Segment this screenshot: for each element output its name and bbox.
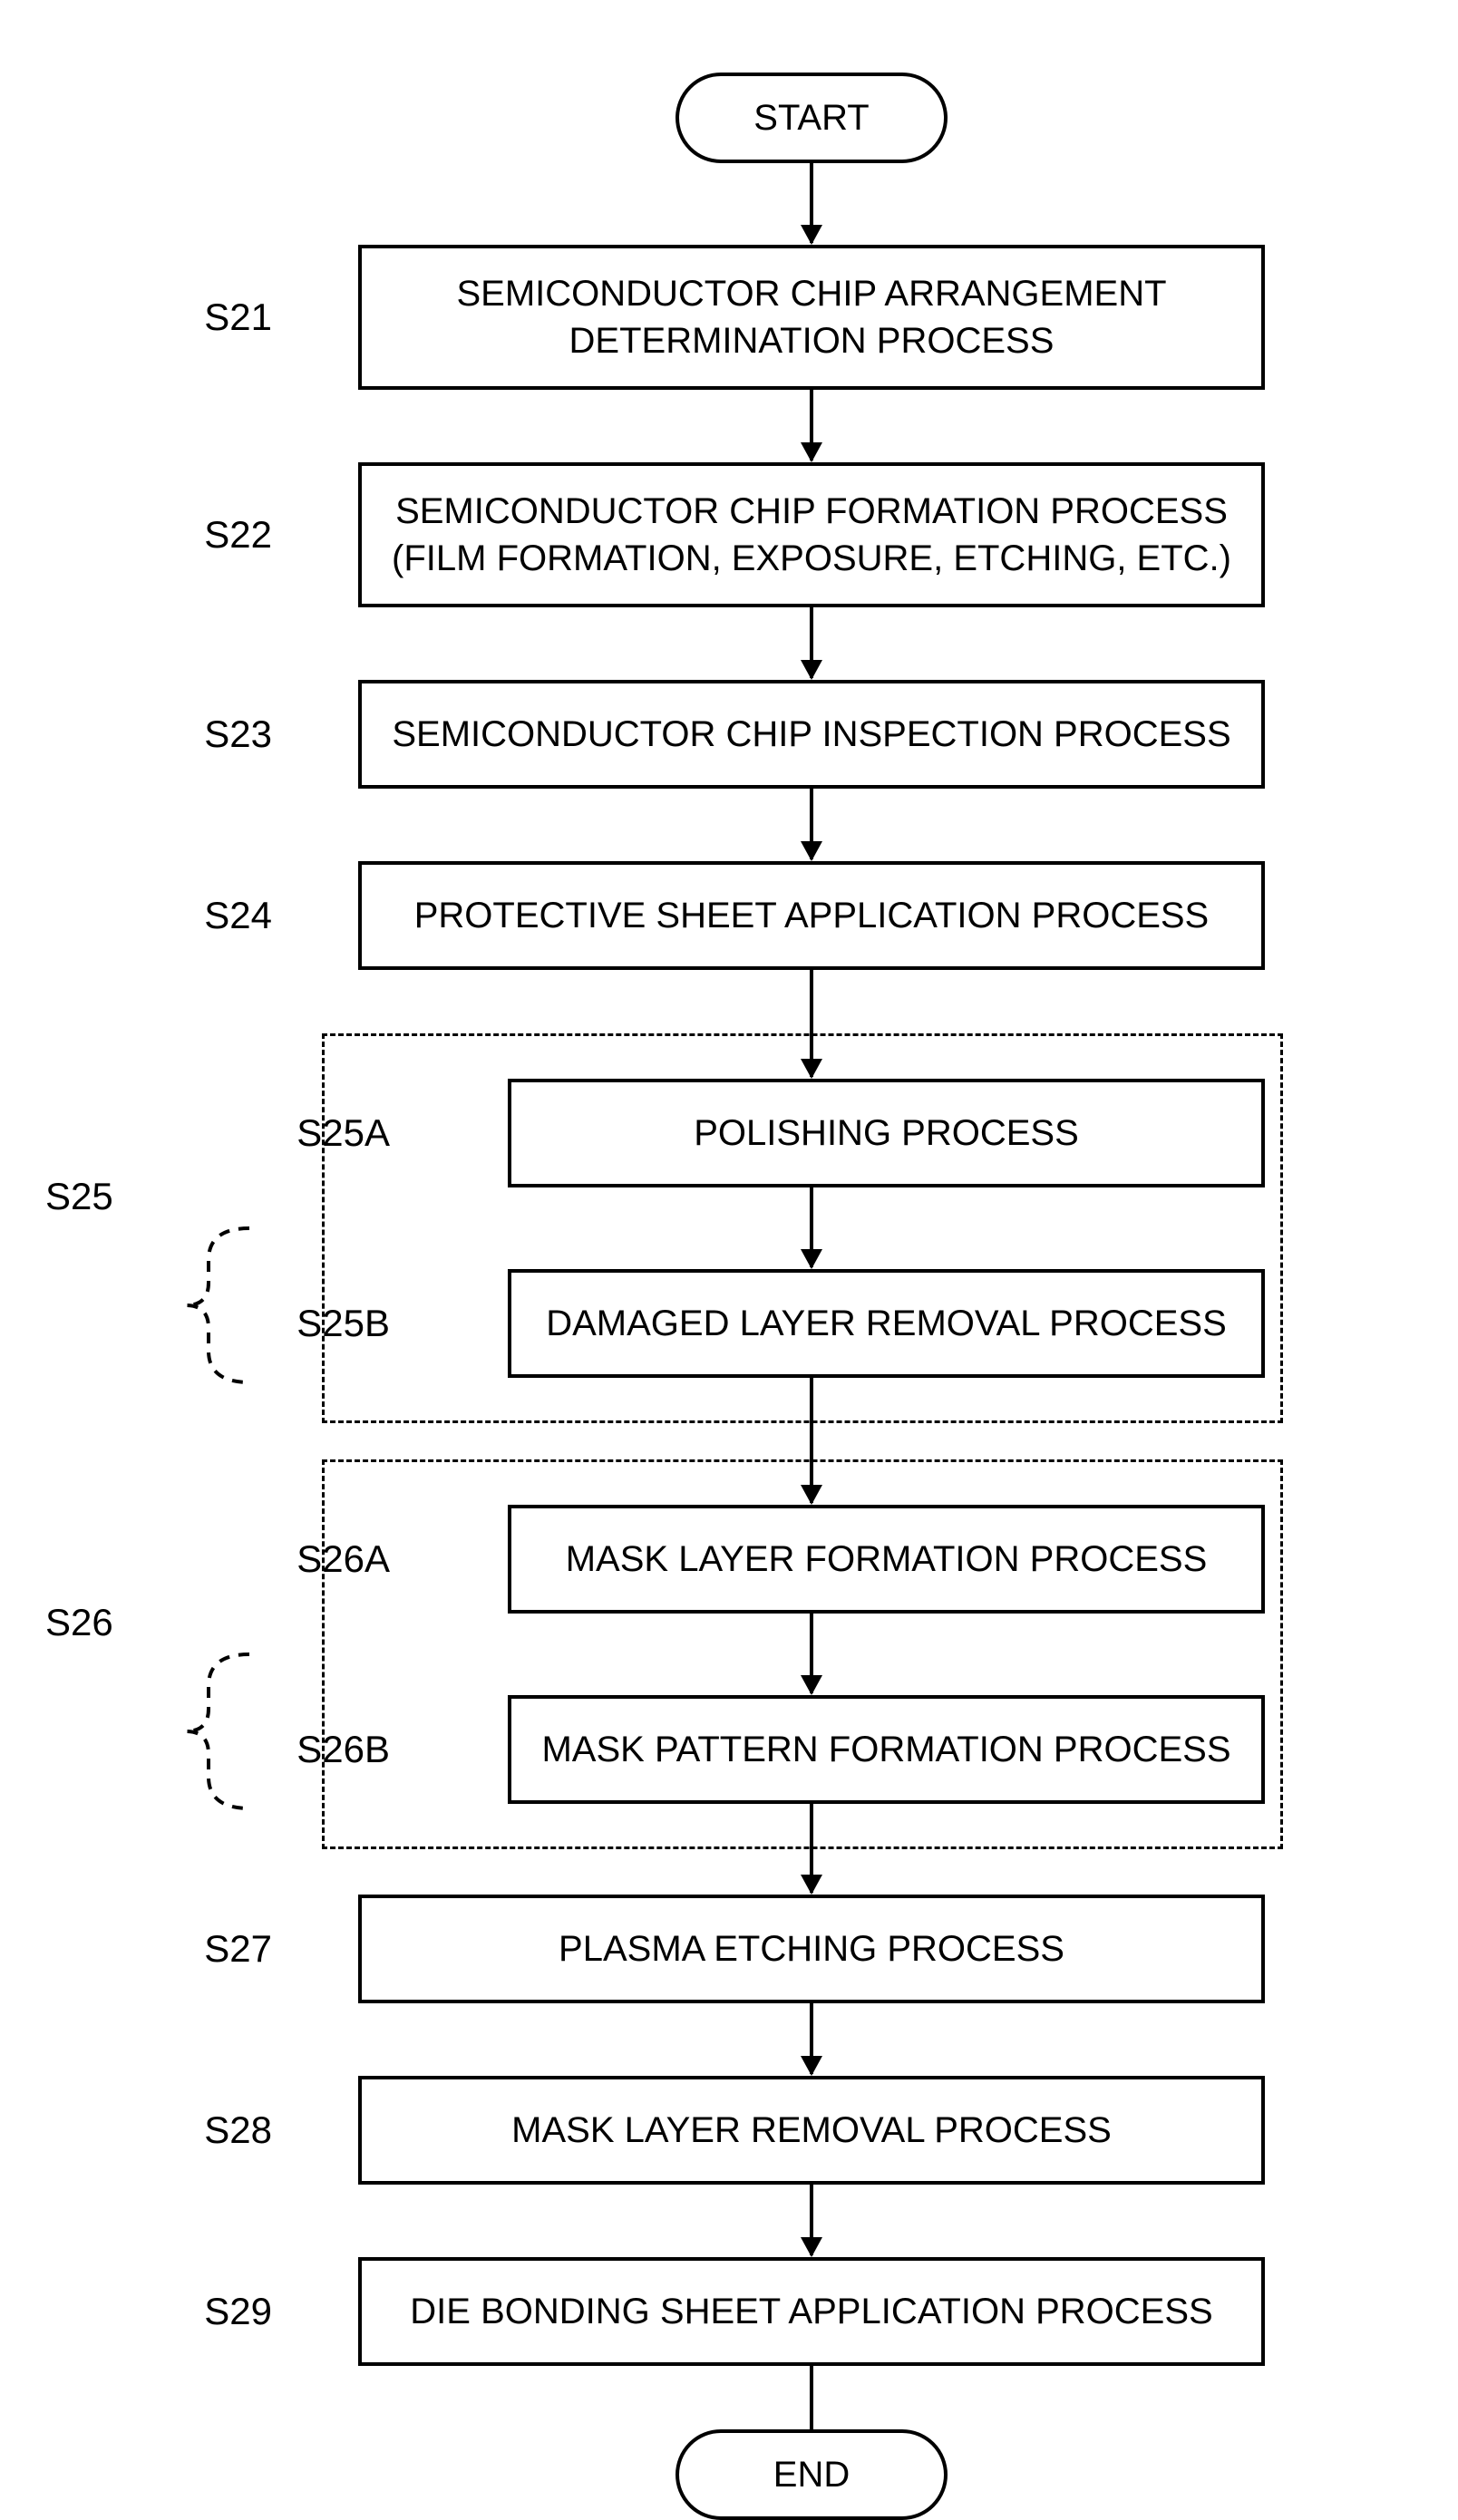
connector-0 bbox=[793, 163, 830, 245]
step-label-S24: S24 bbox=[127, 888, 272, 943]
connector-7 bbox=[793, 1614, 830, 1695]
connector-8 bbox=[793, 1804, 830, 1895]
connector-2 bbox=[793, 607, 830, 680]
group-brace-S26 bbox=[181, 1650, 254, 1813]
process-box-S23: SEMICONDUCTOR CHIP INSPECTION PROCESS bbox=[358, 680, 1265, 789]
process-box-S25B: DAMAGED LAYER REMOVAL PROCESS bbox=[508, 1269, 1265, 1378]
process-box-S29: DIE BONDING SHEET APPLICATION PROCESS bbox=[358, 2257, 1265, 2366]
connector-1 bbox=[793, 390, 830, 462]
step-label-S27: S27 bbox=[127, 1922, 272, 1976]
process-box-S26A: MASK LAYER FORMATION PROCESS bbox=[508, 1505, 1265, 1614]
step-label-S26A: S26A bbox=[245, 1532, 390, 1586]
step-label-S28: S28 bbox=[127, 2103, 272, 2157]
process-box-S28: MASK LAYER REMOVAL PROCESS bbox=[358, 2076, 1265, 2185]
group-brace-S25 bbox=[181, 1224, 254, 1387]
group-label-S25: S25 bbox=[45, 1169, 190, 1224]
step-label-S23: S23 bbox=[127, 707, 272, 761]
step-label-S22: S22 bbox=[127, 508, 272, 562]
step-label-S25B: S25B bbox=[245, 1296, 390, 1351]
flowchart-canvas: START SEMICONDUCTOR CHIP ARRANGEMENT DETE… bbox=[0, 0, 1458, 2487]
process-box-S22: SEMICONDUCTOR CHIP FORMATION PROCESS (FI… bbox=[358, 462, 1265, 607]
process-box-S25A: POLISHING PROCESS bbox=[508, 1079, 1265, 1187]
connector-4 bbox=[793, 970, 830, 1079]
start-terminator: START bbox=[676, 73, 948, 163]
step-label-S21: S21 bbox=[127, 290, 272, 344]
connector-10 bbox=[793, 2185, 830, 2257]
connector-5 bbox=[793, 1187, 830, 1269]
process-box-S27: PLASMA ETCHING PROCESS bbox=[358, 1895, 1265, 2003]
process-box-S24: PROTECTIVE SHEET APPLICATION PROCESS bbox=[358, 861, 1265, 970]
step-label-S29: S29 bbox=[127, 2284, 272, 2339]
connector-11 bbox=[793, 2366, 830, 2429]
step-label-S25A: S25A bbox=[245, 1106, 390, 1160]
connector-6 bbox=[793, 1378, 830, 1505]
connector-3 bbox=[793, 789, 830, 861]
end-terminator: END bbox=[676, 2429, 948, 2520]
step-label-S26B: S26B bbox=[245, 1722, 390, 1777]
connector-9 bbox=[793, 2003, 830, 2076]
group-label-S26: S26 bbox=[45, 1595, 190, 1650]
process-box-S21: SEMICONDUCTOR CHIP ARRANGEMENT DETERMINA… bbox=[358, 245, 1265, 390]
process-box-S26B: MASK PATTERN FORMATION PROCESS bbox=[508, 1695, 1265, 1804]
